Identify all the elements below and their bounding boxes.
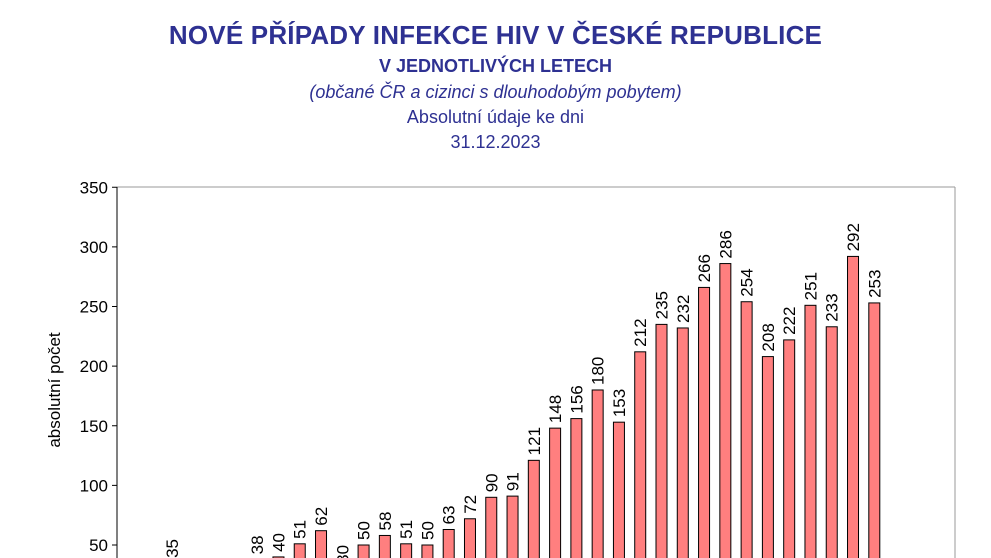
bar (378, 534, 391, 558)
bar-data-label: 235 (653, 291, 672, 319)
bar (740, 301, 753, 558)
bar (761, 356, 774, 558)
bar-data-label: 266 (695, 254, 714, 282)
y-tick-label: 50 (89, 536, 108, 555)
bar-data-label: 51 (291, 520, 310, 539)
bar (719, 263, 732, 558)
y-tick-label: 200 (80, 357, 108, 376)
chart-bars (272, 255, 881, 558)
y-tick-label: 250 (80, 298, 108, 317)
chart-axes: 50 100 150 200 250 300 350 (80, 178, 956, 558)
bar (655, 323, 668, 558)
bar (612, 421, 625, 558)
bar (315, 530, 328, 558)
bar (634, 351, 647, 558)
bar-data-label: 62 (312, 507, 331, 526)
chart-date: 31.12.2023 (450, 132, 541, 152)
chart-note: (občané ČR a cizinci s dlouhodobým pobyt… (309, 82, 682, 102)
bar (676, 327, 689, 558)
bar (783, 339, 796, 558)
y-tick-label: 350 (80, 178, 108, 197)
bar (400, 543, 413, 558)
bar (804, 304, 817, 558)
bar (591, 389, 604, 558)
bar-data-label: 212 (631, 318, 650, 346)
bar (421, 544, 434, 558)
bar-data-label: 35 (163, 539, 182, 558)
bar-data-label: 254 (738, 268, 757, 296)
bar-data-label: 30 (333, 545, 352, 558)
bar-data-label: 63 (440, 506, 459, 525)
bar (825, 326, 838, 558)
bar (442, 528, 455, 558)
bar-data-label: 72 (461, 495, 480, 514)
bar-data-label: 156 (567, 385, 586, 413)
bar (549, 427, 562, 558)
bar (293, 543, 306, 558)
bar-data-label: 50 (418, 521, 437, 540)
bar-data-label: 208 (759, 323, 778, 351)
chart-description: Absolutní údaje ke dni (406, 107, 585, 127)
chart-subtitle: V JEDNOTLIVÝCH LETECH (378, 56, 613, 76)
chart-title: NOVÉ PŘÍPADY INFEKCE HIV V ČESKÉ REPUBLI… (168, 20, 823, 50)
bar (506, 495, 519, 558)
bar (357, 544, 370, 558)
bar (272, 556, 285, 558)
y-tick-label: 100 (80, 476, 108, 495)
y-axis-label: absolutní počet (45, 332, 64, 448)
bar-data-label: 51 (397, 520, 416, 539)
bar-data-label: 91 (504, 472, 523, 491)
bar-data-label: 148 (546, 395, 565, 423)
bar-data-label: 50 (355, 521, 374, 540)
bar-data-label: 40 (269, 533, 288, 552)
bar-data-label: 222 (780, 307, 799, 335)
bar-data-label: 153 (610, 389, 629, 417)
bar-data-label: 286 (716, 230, 735, 258)
bar-data-label: 253 (865, 270, 884, 298)
bar-data-label: 121 (525, 427, 544, 455)
bar (527, 459, 540, 558)
bar (868, 302, 881, 558)
bar-data-label: 180 (589, 357, 608, 385)
bar (698, 286, 711, 558)
bar (570, 418, 583, 558)
bar (463, 518, 476, 558)
bar-data-label: 38 (248, 535, 267, 554)
y-tick-label: 150 (80, 417, 108, 436)
bar-data-label: 233 (823, 293, 842, 321)
bar-data-label: 232 (674, 295, 693, 323)
bar-data-label: 90 (482, 473, 501, 492)
bar-data-label: 292 (844, 223, 863, 251)
bar (485, 496, 498, 558)
chart-data-labels: 3435373840516230505851506372909112114815… (163, 223, 884, 558)
bar-data-label: 58 (376, 512, 395, 531)
y-tick-label: 300 (80, 238, 108, 257)
bar-data-label: 251 (801, 272, 820, 300)
bar (847, 255, 860, 558)
